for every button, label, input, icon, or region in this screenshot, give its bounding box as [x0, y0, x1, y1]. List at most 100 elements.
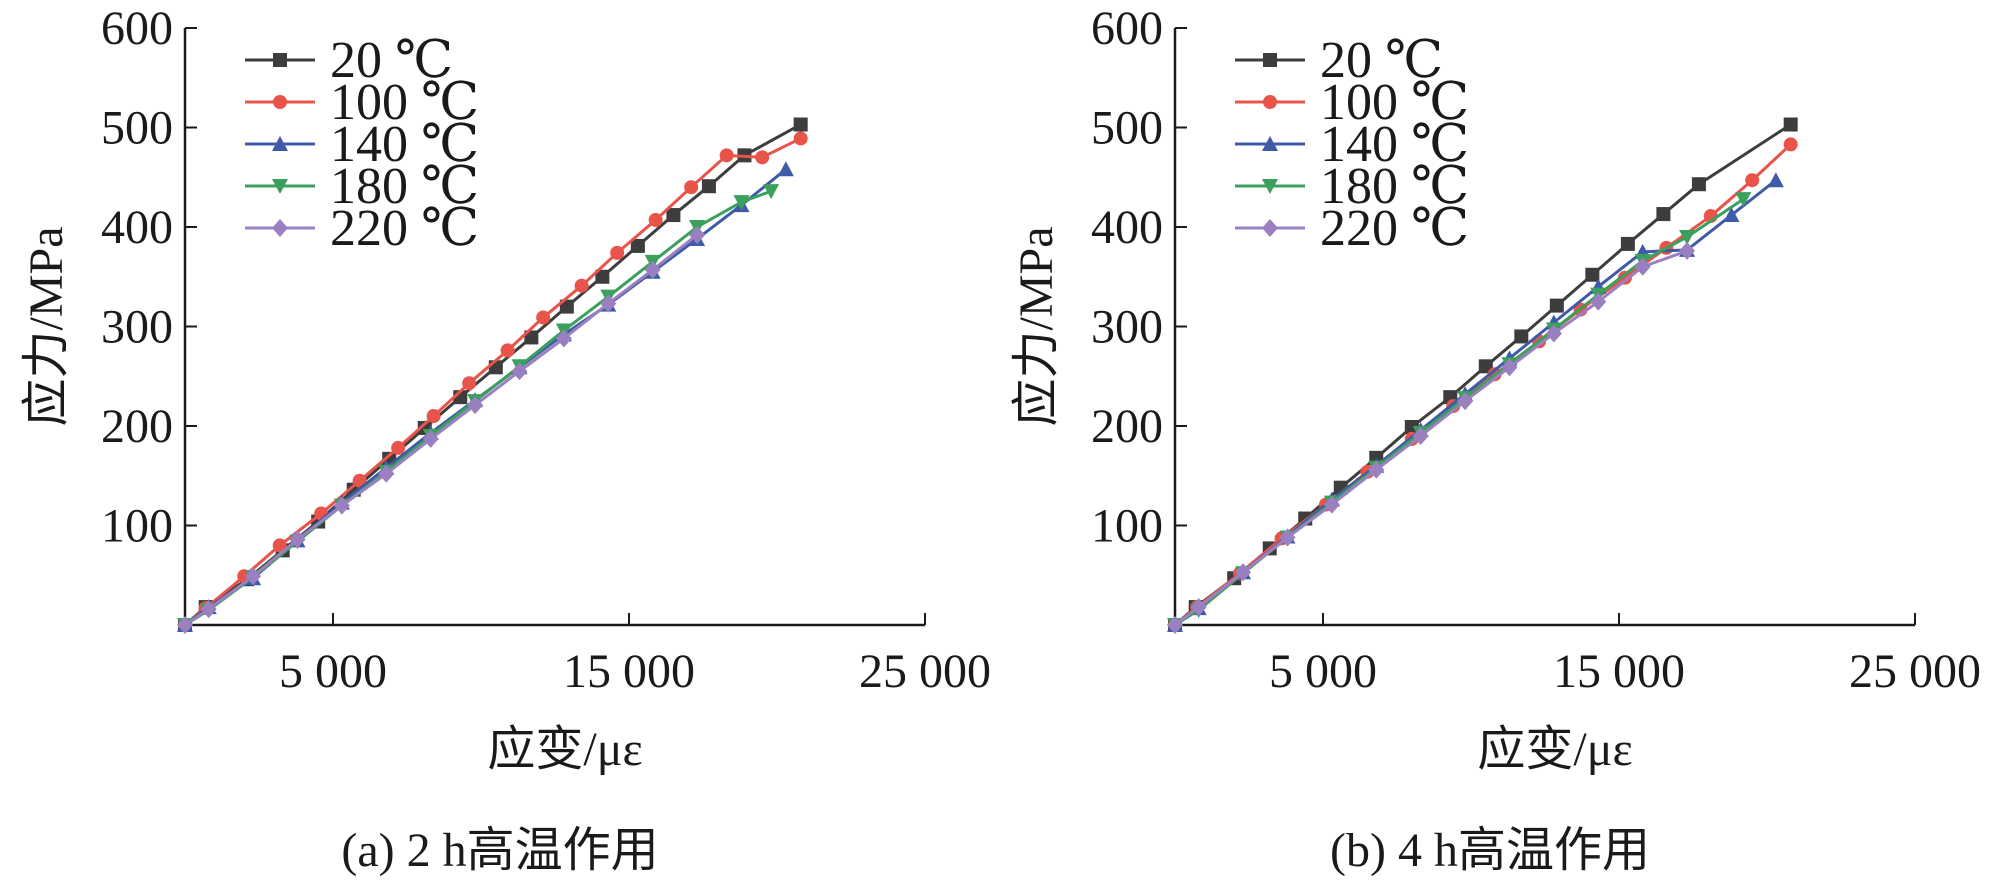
chart-b-data-point	[1620, 236, 1635, 251]
chart-a-data-point	[648, 213, 663, 228]
chart-b-data-point	[1745, 173, 1760, 188]
chart-a-data-point	[289, 530, 306, 549]
chart-b-data-point	[1545, 324, 1562, 343]
chart-a-data-point	[272, 538, 287, 553]
chart-a-series-line	[184, 137, 802, 627]
chart-b-series-line	[1174, 197, 1745, 627]
chart-a-y-tick-label: 600	[101, 2, 173, 55]
chart-a-data-point	[763, 184, 780, 200]
chart-a-data-point	[559, 299, 574, 314]
chart-b-data-point	[1235, 563, 1252, 582]
chart-a-data-point	[600, 294, 617, 313]
chart-a-data-point	[333, 496, 350, 515]
chart-b-legend-item: 100 ℃	[1235, 74, 1469, 131]
chart-a-legend-label: 20 ℃	[330, 32, 453, 89]
chart-a-legend-item: 100 ℃	[245, 74, 479, 131]
chart-b-data-point	[1617, 270, 1632, 285]
chart-a-data-point	[500, 343, 515, 358]
chart-a-x-tick-label: 15 000	[563, 645, 695, 698]
chart-a-plot: 100 200 300 400 500 600 5 000 15 000 25 000 应变/με…	[20, 2, 991, 776]
chart-a-data-point	[391, 440, 406, 455]
chart-b-legend-marker	[1263, 53, 1277, 67]
chart-a-legend-marker	[273, 53, 287, 67]
chart-b-data-point	[1656, 207, 1671, 222]
chart-a-series-5	[177, 225, 706, 634]
chart-a-data-point	[777, 161, 794, 177]
chart-a-data-point	[245, 567, 262, 586]
chart-b-data-point	[1679, 241, 1696, 260]
chart-a-y-tick-label: 100	[101, 500, 173, 553]
chart-a-data-point	[422, 429, 439, 448]
chart-b-data-point	[1549, 298, 1564, 313]
chart-a-data-point	[467, 396, 484, 415]
chart-a-y-tick-label: 500	[101, 102, 173, 155]
chart-b-legend-item: 180 ℃	[1235, 158, 1469, 215]
chart-a-legend-marker	[272, 219, 288, 237]
chart-b-data-point	[1585, 267, 1600, 282]
chart-panel-a: 100 200 300 400 500 600 5 000 15 000 25 000 应变/με…	[20, 2, 991, 877]
chart-a-data-point	[689, 225, 706, 244]
chart-a-data-point	[610, 245, 625, 260]
chart-a-data-point	[793, 117, 808, 132]
chart-b-legend-label: 20 ℃	[1320, 32, 1443, 89]
chart-b-legend-marker	[1263, 95, 1277, 109]
chart-a-legend-item: 180 ℃	[245, 158, 479, 215]
chart-a-data-point	[644, 260, 661, 279]
chart-a-legend-item: 220 ℃	[245, 200, 479, 257]
chart-a-x-axis-title: 应变/με	[487, 723, 642, 776]
chart-b-data-point	[1783, 117, 1798, 132]
chart-b-data-point	[1723, 207, 1740, 223]
chart-a-legend-item: 20 ℃	[245, 32, 453, 89]
chart-b-series-line	[1174, 249, 1688, 627]
chart-a-legend-marker	[272, 136, 288, 151]
chart-b-plot: 100 200 300 400 500 600 5 000 15 000 25 000 应变/με…	[1010, 2, 1981, 776]
chart-a-legend-label: 100 ℃	[330, 74, 479, 131]
chart-b-data-point	[1514, 329, 1529, 344]
chart-b-legend-label: 100 ℃	[1320, 74, 1469, 131]
chart-a-y-tick-label: 300	[101, 301, 173, 354]
chart-b-data-point	[1767, 172, 1784, 188]
chart-a-y-tick-label: 200	[101, 400, 173, 453]
chart-b-data-point	[1412, 426, 1429, 445]
chart-b-y-tick-label: 500	[1091, 102, 1163, 155]
chart-a-data-point	[595, 269, 610, 284]
chart-b-x-tick-label: 15 000	[1553, 645, 1685, 698]
chart-b-legend-label: 140 ℃	[1320, 116, 1469, 173]
chart-b-data-point	[1691, 177, 1706, 192]
chart-b-y-tick-label: 300	[1091, 301, 1163, 354]
chart-b-caption: (b) 4 h高温作用	[1330, 824, 1650, 877]
chart-a-data-point	[733, 195, 750, 211]
chart-a-x-tick-label: 5 000	[279, 645, 387, 698]
chart-a-legend-item: 140 ℃	[245, 116, 479, 173]
chart-a-legend-label: 220 ℃	[330, 200, 479, 257]
chart-a-data-point	[177, 616, 193, 634]
chart-b-data-point	[1167, 616, 1183, 634]
chart-a-data-point	[555, 329, 572, 348]
chart-b-x-tick-label: 5 000	[1269, 645, 1377, 698]
chart-b-legend-label: 220 ℃	[1320, 200, 1469, 257]
chart-a-data-point	[511, 362, 528, 381]
chart-a-data-point	[378, 464, 395, 483]
chart-b-legend-item: 20 ℃	[1235, 32, 1443, 89]
chart-a-legend-marker	[273, 95, 287, 109]
chart-a-data-point	[701, 179, 716, 194]
chart-b-series-5	[1167, 241, 1696, 634]
chart-b-legend-label: 180 ℃	[1320, 158, 1469, 215]
chart-a-series-1	[178, 117, 808, 632]
chart-a-legend-marker	[272, 179, 288, 194]
chart-b-x-tick-label: 25 000	[1849, 645, 1981, 698]
chart-b-x-axis-title: 应变/με	[1477, 723, 1632, 776]
chart-a-x-tick-label: 25 000	[859, 645, 991, 698]
chart-b-data-point	[1735, 192, 1752, 208]
chart-b-legend-item: 220 ℃	[1235, 200, 1469, 257]
chart-b-data-point	[1634, 257, 1651, 276]
chart-a-data-point	[426, 409, 441, 424]
chart-a-data-point	[793, 131, 808, 146]
chart-a-y-axis-title: 应力/MPa	[20, 226, 73, 426]
chart-a-data-point	[536, 310, 551, 325]
chart-a-data-point	[574, 278, 589, 293]
chart-panel-b: 100 200 300 400 500 600 5 000 15 000 25 000 应变/με…	[990, 0, 1990, 880]
chart-b-data-point	[1279, 528, 1296, 547]
chart-b-data-point	[1368, 460, 1385, 479]
chart-a-legend-label: 180 ℃	[330, 158, 479, 215]
